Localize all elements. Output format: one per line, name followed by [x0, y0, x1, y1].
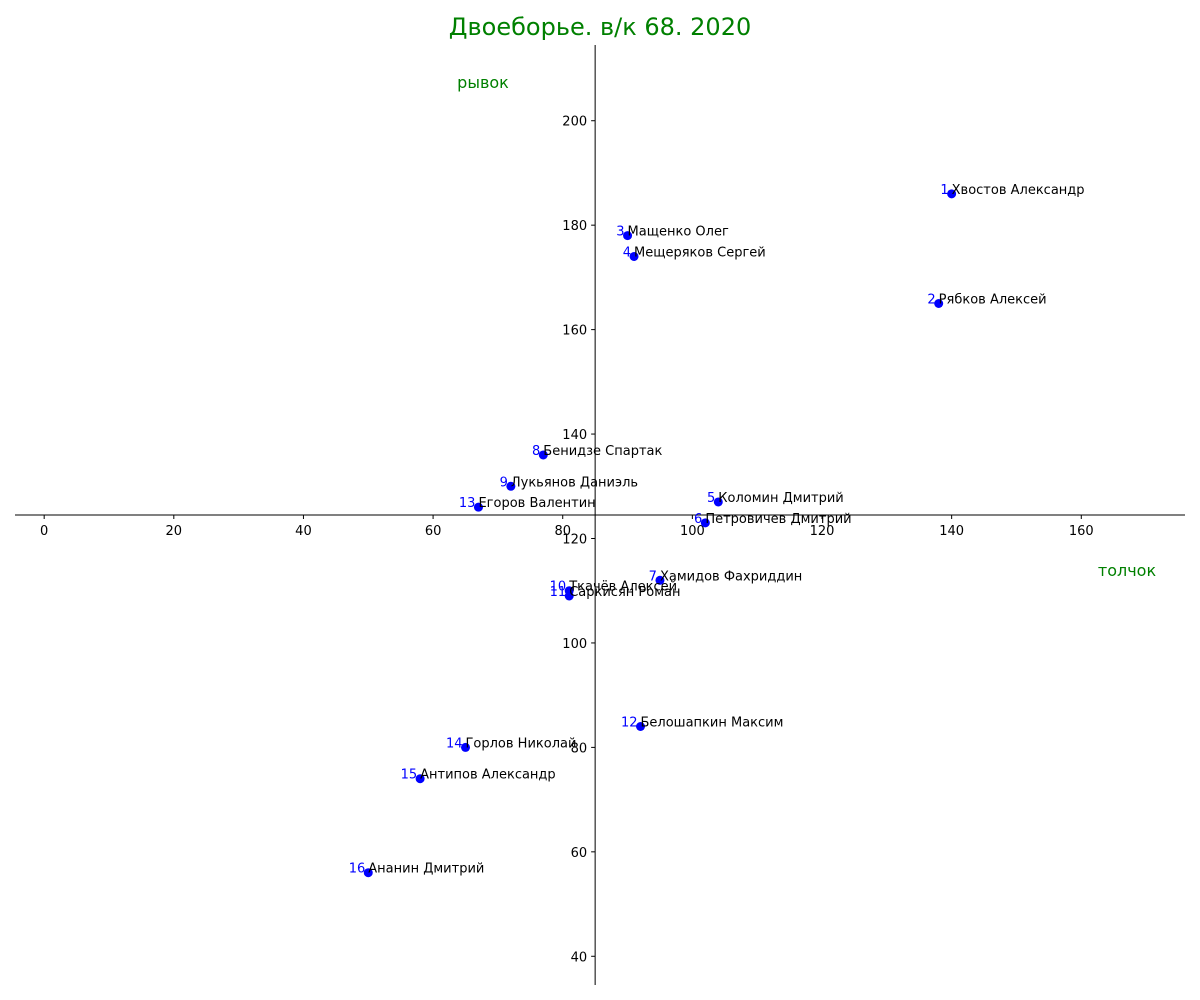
y-tick-label: 180 — [562, 219, 587, 234]
point-name-label: Петровичев Дмитрий — [705, 512, 851, 527]
point-name-label: Хамидов Фахриддин — [660, 569, 802, 584]
data-points: 1 Хвостов Александр 2 Рябков Алексей 3 Мащенк… — [349, 183, 1085, 878]
data-point — [934, 299, 944, 308]
point-name-label: Мещеряков Сергей — [634, 246, 766, 261]
x-axis-ticks: 0 20 40 60 80 100 120 140 160 — [40, 515, 1094, 539]
point-rank-label: 1 — [940, 183, 948, 198]
x-tick-label: 0 — [40, 524, 48, 539]
point-rank-label: 13 — [459, 496, 476, 511]
x-tick-label: 160 — [1069, 524, 1094, 539]
data-point — [363, 868, 373, 878]
point-rank-label: 9 — [500, 475, 508, 490]
y-tick-label: 40 — [571, 950, 588, 965]
point-name-label: Коломин Дмитрий — [718, 491, 843, 506]
point-rank-label: 4 — [623, 246, 631, 261]
point-name-label: Егоров Валентин — [478, 496, 595, 511]
y-tick-label: 120 — [562, 533, 587, 548]
x-tick-label: 80 — [554, 524, 571, 539]
point-name-label: Лукьянов Даниэль — [511, 475, 638, 490]
data-point — [415, 774, 425, 784]
data-point — [538, 450, 548, 460]
point-name-label: Антипов Александр — [420, 768, 556, 783]
point-rank-label: 12 — [621, 716, 638, 731]
point-name-label: Мащенко Олег — [628, 225, 729, 240]
point-name-label: Белошапкин Максим — [641, 716, 784, 731]
data-point — [506, 481, 516, 491]
data-point — [947, 189, 957, 199]
y-tick-label: 100 — [562, 637, 587, 652]
point-name-label: Рябков Алексей — [939, 293, 1047, 308]
y-tick-label: 160 — [562, 324, 587, 339]
point-rank-label: 7 — [649, 569, 657, 584]
x-tick-label: 20 — [166, 524, 183, 539]
point-rank-label: 11 — [550, 585, 567, 600]
point-name-label: Ткачёв Алексей — [568, 580, 677, 595]
x-tick-label: 120 — [810, 524, 835, 539]
data-point — [623, 231, 633, 241]
point-rank-label: 5 — [707, 491, 715, 506]
point-name-label: Горлов Николай — [465, 736, 576, 751]
data-point — [655, 575, 665, 585]
y-axis-label: рывок — [457, 73, 509, 92]
data-point — [629, 252, 639, 261]
y-tick-label: 200 — [562, 115, 587, 130]
point-rank-label: 16 — [349, 862, 366, 877]
x-tick-label: 60 — [425, 524, 442, 539]
data-point — [473, 502, 483, 512]
x-tick-label: 100 — [680, 524, 705, 539]
x-axis-label: толчок — [1098, 561, 1157, 580]
y-tick-label: 140 — [562, 428, 587, 443]
x-tick-label: 40 — [295, 524, 312, 539]
data-point — [460, 742, 470, 752]
data-point — [700, 518, 710, 528]
point-rank-label: 6 — [694, 512, 702, 527]
data-point — [713, 497, 723, 507]
x-tick-label: 140 — [939, 524, 964, 539]
data-point — [636, 722, 646, 731]
point-rank-label: 8 — [532, 444, 540, 459]
data-point — [564, 591, 574, 601]
y-axis-ticks: 40 60 80 100 120 140 160 180 200 — [562, 115, 596, 965]
point-rank-label: 2 — [927, 293, 935, 308]
point-name-label: Хвостов Александр — [952, 183, 1085, 198]
chart-title: Двоеборье. в/к 68. 2020 — [449, 13, 751, 41]
y-tick-label: 60 — [571, 846, 588, 861]
point-name-label: Ананин Дмитрий — [368, 862, 484, 877]
y-tick-label: 80 — [571, 741, 588, 756]
point-rank-label: 15 — [401, 768, 418, 783]
point-name-label: Саркисян Роман — [569, 585, 680, 600]
point-rank-label: 14 — [446, 736, 463, 751]
point-rank-label: 3 — [616, 225, 624, 240]
point-name-label: Бенидзе Спартак — [543, 444, 662, 459]
point-rank-label: 10 — [550, 580, 567, 595]
